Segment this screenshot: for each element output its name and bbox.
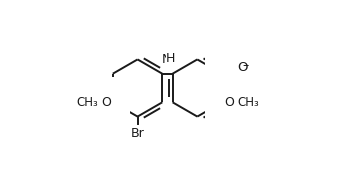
Text: O: O (237, 61, 248, 74)
Text: CH₃: CH₃ (77, 96, 98, 109)
Text: N: N (225, 60, 235, 73)
Text: Br: Br (131, 127, 144, 140)
Text: O: O (100, 100, 110, 114)
Text: –: – (242, 59, 249, 72)
Text: H: H (166, 52, 175, 65)
Text: methoxy: methoxy (95, 102, 101, 103)
Text: O: O (101, 96, 111, 109)
Text: CH₃: CH₃ (238, 96, 260, 109)
Text: O: O (225, 49, 235, 61)
Text: +: + (229, 59, 237, 69)
Text: N: N (162, 54, 171, 66)
Text: O: O (224, 96, 234, 109)
Text: methoxy: methoxy (98, 106, 104, 108)
